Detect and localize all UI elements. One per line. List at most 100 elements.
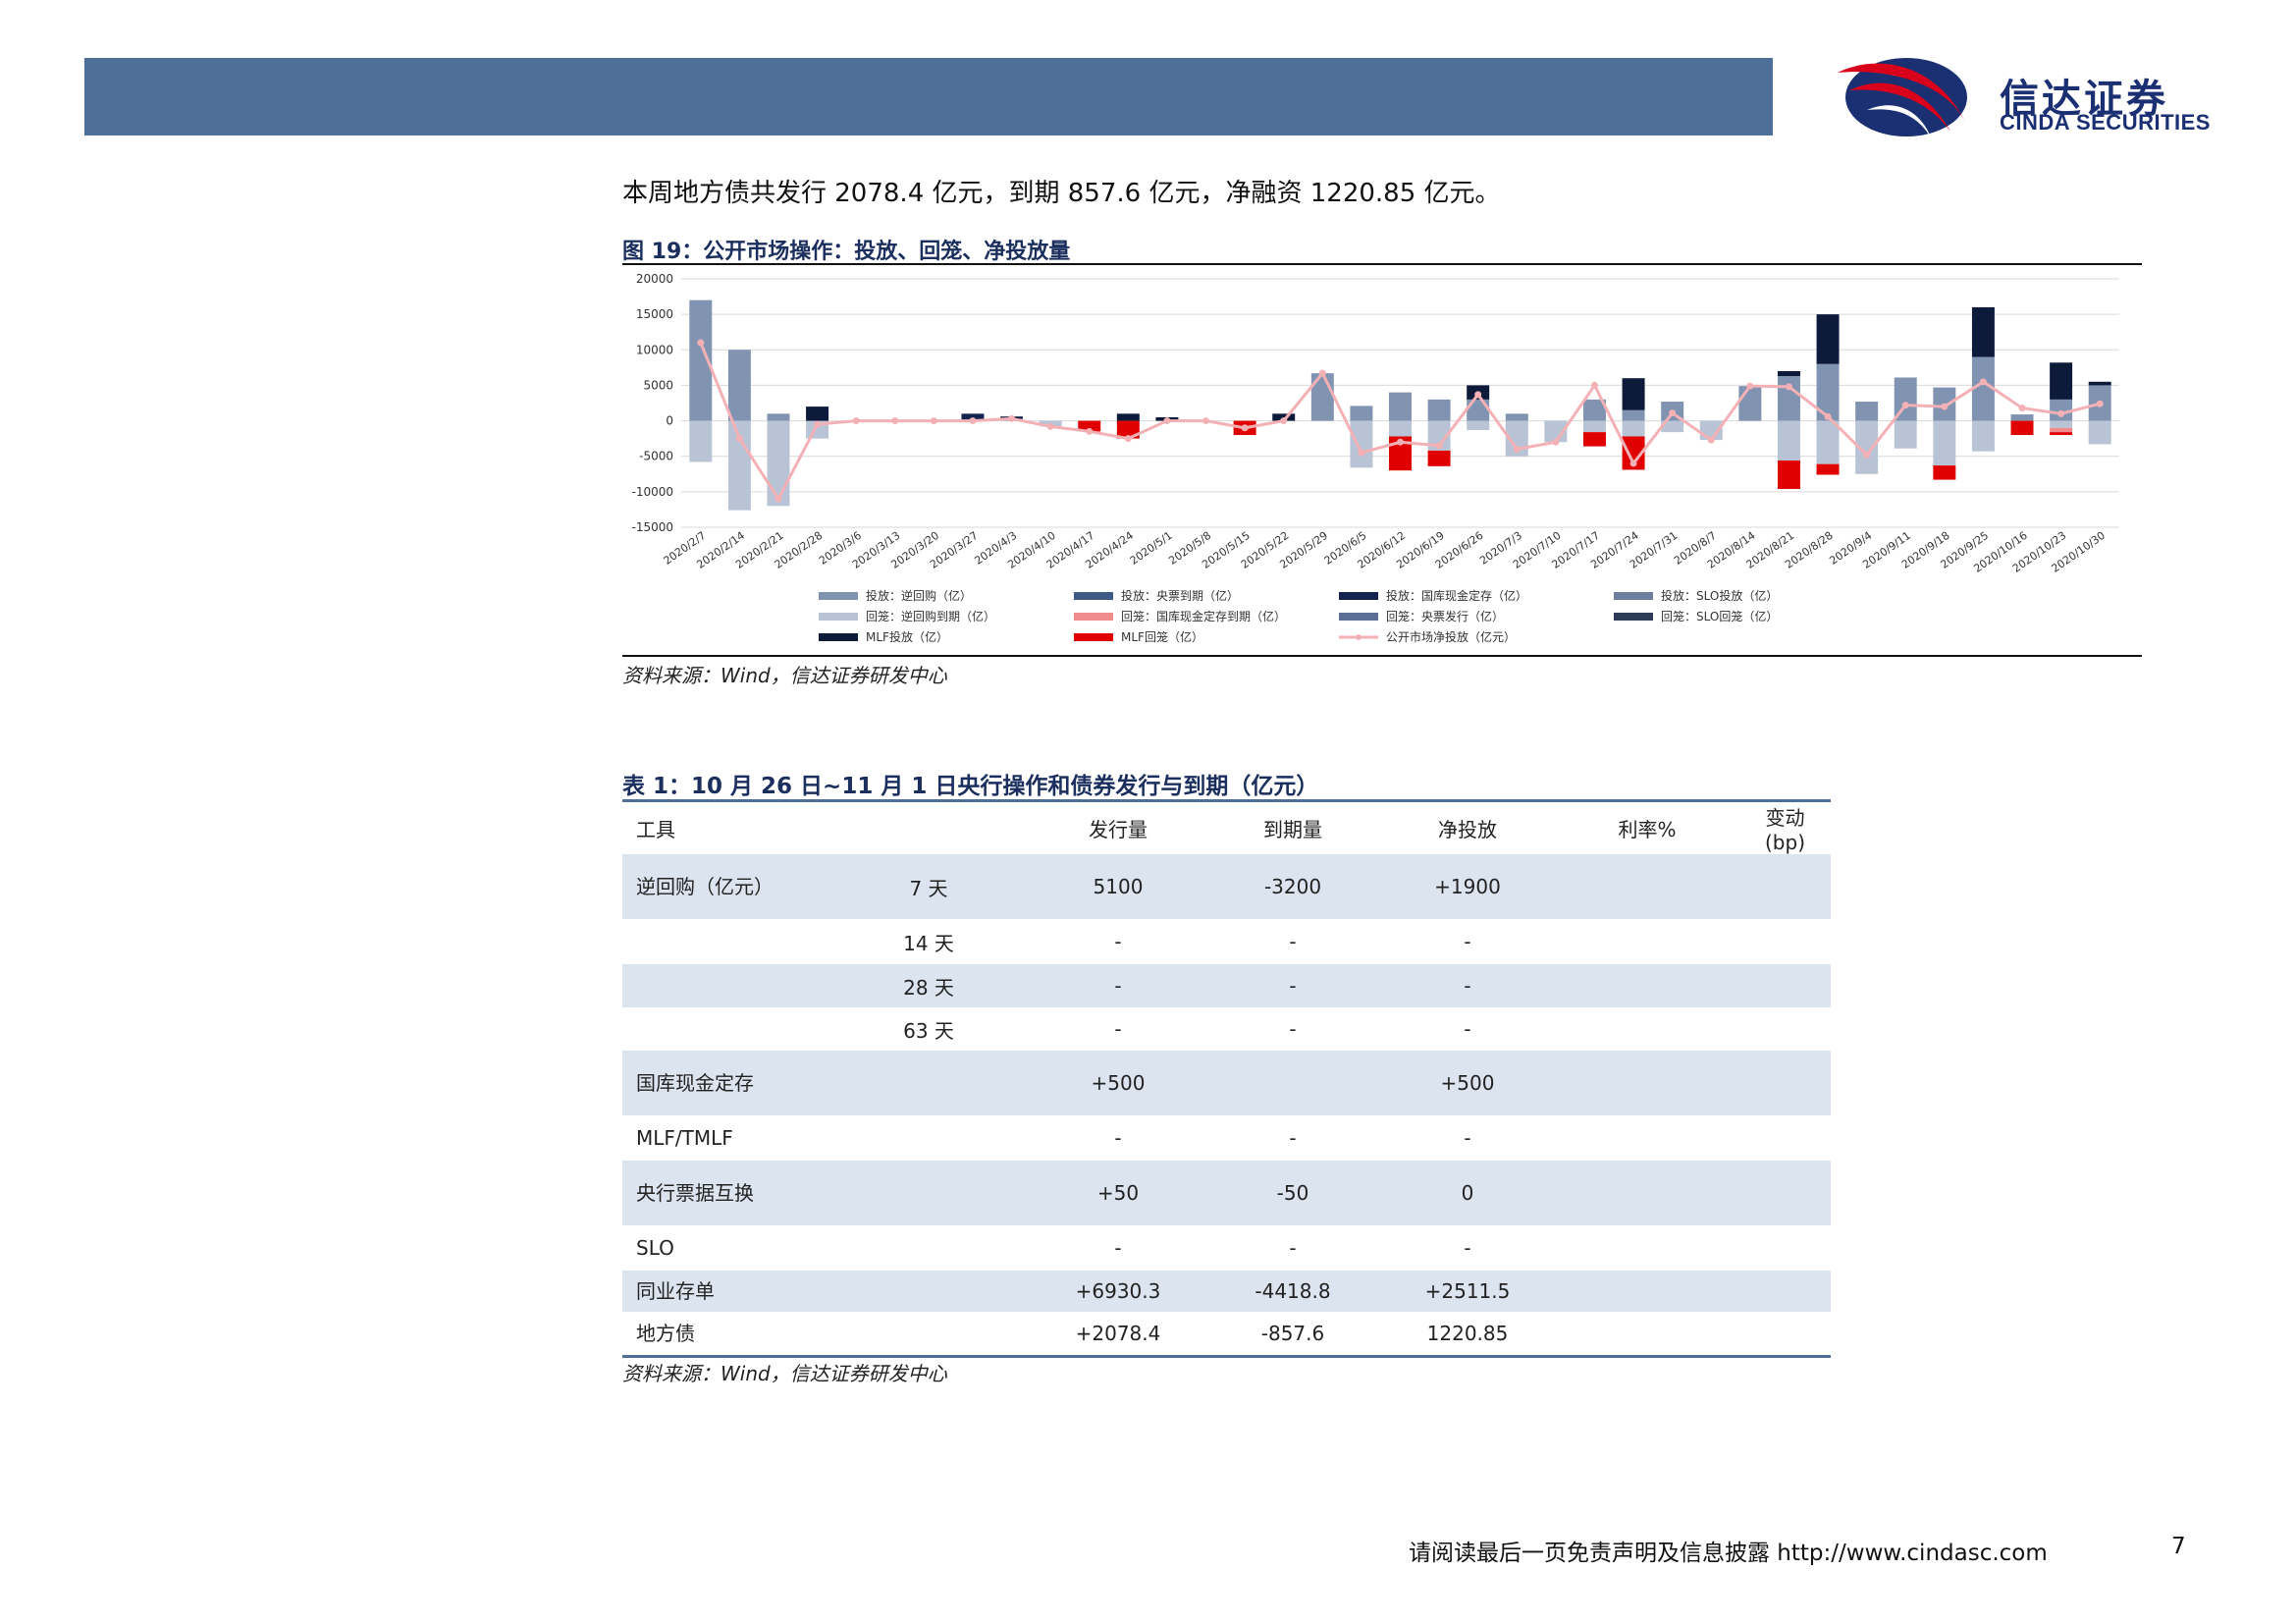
intro-paragraph: 本周地方债共发行 2078.4 亿元，到期 857.6 亿元，净融资 1220.… bbox=[622, 179, 1501, 208]
table-row: 28 天--- bbox=[622, 964, 1831, 1007]
legend-swatch bbox=[819, 613, 858, 621]
bar-segment bbox=[1427, 420, 1451, 451]
y-tick-label: 5000 bbox=[643, 378, 673, 392]
net-injection-point bbox=[1707, 436, 1715, 444]
table-row: 地方债 +2078.4 -857.6 1220.85 bbox=[622, 1312, 1831, 1357]
cell-issue: - bbox=[1114, 1017, 1122, 1041]
bar-segment bbox=[2050, 399, 2073, 421]
bar-segment bbox=[1116, 413, 1140, 421]
net-injection-point bbox=[1746, 382, 1754, 390]
cell-term bbox=[827, 1161, 1031, 1225]
figure-top-rule bbox=[622, 263, 2142, 265]
cell-issue: - bbox=[1114, 1126, 1122, 1150]
bar-segment bbox=[1777, 460, 1800, 489]
bar-segment bbox=[1622, 420, 1645, 437]
net-injection-point bbox=[814, 420, 822, 428]
col-header-rate: 利率% bbox=[1618, 818, 1677, 841]
bar-segment bbox=[1816, 363, 1840, 421]
operations-table: 工具 发行量 到期量 净投放 利率% 变动(bp) 逆回购（亿元） 7 天 5100… bbox=[622, 799, 1831, 1358]
bar-segment bbox=[1389, 420, 1412, 437]
cell-rate bbox=[1555, 1225, 1739, 1271]
cell-issue: - bbox=[1114, 930, 1122, 953]
net-injection-point bbox=[1513, 445, 1521, 453]
bar-segment bbox=[1777, 370, 1800, 377]
bar-segment bbox=[1544, 420, 1568, 443]
bar-segment bbox=[1350, 406, 1373, 421]
net-injection-point bbox=[1979, 378, 1987, 386]
figure-title: 图 19：公开市场操作：投放、回笼、净投放量 bbox=[622, 240, 1071, 264]
cell-change bbox=[1739, 1115, 1831, 1161]
y-tick-label: 0 bbox=[666, 414, 673, 428]
cell-mature: - bbox=[1289, 1017, 1297, 1041]
cell-tool: MLF/TMLF bbox=[636, 1126, 733, 1150]
cell-tool: SLO bbox=[636, 1236, 674, 1260]
net-injection-point bbox=[1008, 414, 1016, 422]
net-injection-point bbox=[1124, 435, 1132, 443]
cell-change bbox=[1739, 1271, 1831, 1312]
cinda-logo-icon bbox=[1838, 58, 1967, 137]
bar-segment bbox=[1622, 436, 1645, 470]
cell-issue: +50 bbox=[1031, 1161, 1205, 1225]
cell-change bbox=[1739, 1225, 1831, 1271]
bar-segment bbox=[1467, 420, 1490, 430]
bar-segment bbox=[2050, 420, 2073, 428]
net-injection-point bbox=[1163, 417, 1171, 425]
y-tick-label: 20000 bbox=[636, 272, 673, 286]
legend-label: 回笼：央票发行（亿） bbox=[1386, 609, 1504, 623]
bar-segment bbox=[1816, 463, 1840, 475]
cell-change bbox=[1739, 964, 1831, 1007]
cell-rate bbox=[1555, 919, 1739, 964]
cell-issue: +500 bbox=[1031, 1051, 1205, 1115]
cell-mature bbox=[1205, 1051, 1380, 1115]
cell-net: - bbox=[1464, 1236, 1471, 1260]
bar-segment bbox=[1582, 432, 1606, 447]
bar-segment bbox=[1427, 399, 1451, 421]
cell-change bbox=[1739, 919, 1831, 964]
y-tick-label: -15000 bbox=[631, 520, 673, 534]
cell-net: +1900 bbox=[1380, 854, 1555, 919]
col-header-net: 净投放 bbox=[1438, 818, 1497, 841]
legend-swatch bbox=[819, 592, 858, 600]
bar-segment bbox=[1738, 386, 1762, 421]
net-injection-point bbox=[2096, 400, 2104, 407]
cell-net: 0 bbox=[1380, 1161, 1555, 1225]
bar-segment bbox=[1816, 314, 1840, 364]
net-injection-point bbox=[1241, 424, 1249, 432]
cell-tool: 逆回购（亿元） bbox=[622, 854, 827, 919]
cell-issue: +6930.3 bbox=[1031, 1271, 1205, 1312]
cell-tool: 央行票据互换 bbox=[622, 1161, 827, 1225]
cell-mature: -3200 bbox=[1205, 854, 1380, 919]
net-injection-point bbox=[1901, 402, 1909, 409]
bar-segment bbox=[727, 350, 751, 421]
net-injection-point bbox=[1280, 417, 1288, 425]
net-injection-point bbox=[1941, 403, 1949, 410]
legend-label: 投放：央票到期（亿） bbox=[1121, 588, 1239, 603]
net-injection-point bbox=[891, 417, 899, 425]
legend-swatch-point bbox=[1356, 634, 1362, 640]
cell-net: - bbox=[1464, 930, 1471, 953]
legend-swatch bbox=[819, 633, 858, 641]
bar-segment bbox=[2050, 427, 2073, 433]
bar-segment bbox=[1855, 402, 1879, 421]
net-injection-point bbox=[2018, 405, 2026, 412]
figure-bottom-rule bbox=[622, 655, 2142, 657]
legend-label: 公开市场净投放（亿元） bbox=[1386, 629, 1516, 644]
bar-segment bbox=[689, 299, 713, 421]
y-tick-label: 15000 bbox=[636, 307, 673, 321]
cell-issue: - bbox=[1114, 1236, 1122, 1260]
omo-chart-svg: 20000 15000 10000 5000 0 -5000 -10000 -15000 202… bbox=[631, 272, 2119, 644]
net-injection-point bbox=[1824, 412, 1832, 420]
cell-tool bbox=[622, 919, 827, 964]
bar-segment bbox=[2088, 381, 2111, 386]
legend-label: MLF回笼（亿） bbox=[1121, 629, 1203, 644]
col-header-term bbox=[827, 801, 1031, 855]
bar-segment bbox=[1622, 409, 1645, 421]
cell-net: 1220.85 bbox=[1426, 1322, 1509, 1345]
table-header-row: 工具 发行量 到期量 净投放 利率% 变动(bp) bbox=[622, 801, 1831, 855]
table-source: 资料来源：Wind，信达证券研发中心 bbox=[622, 1362, 947, 1385]
legend-swatch bbox=[1074, 592, 1113, 600]
bar-segment bbox=[2050, 362, 2073, 400]
net-injection-point bbox=[1397, 438, 1404, 446]
bar-segment bbox=[2050, 432, 2073, 436]
net-injection-point bbox=[774, 495, 782, 503]
